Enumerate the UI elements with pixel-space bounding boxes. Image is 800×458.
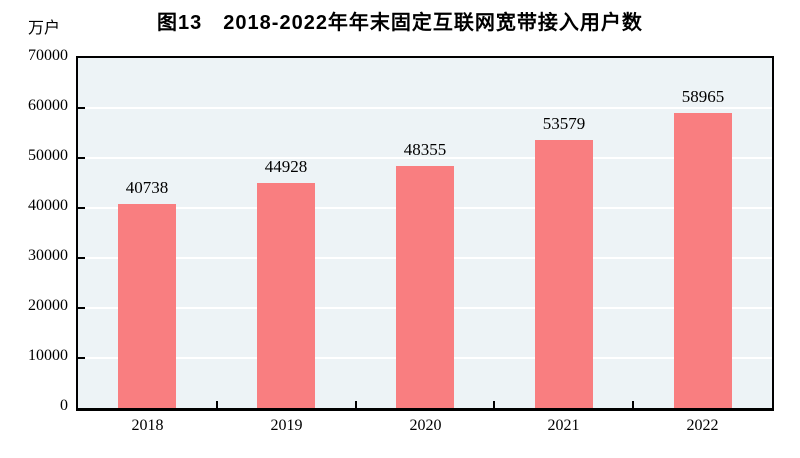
y-tick-label: 50000 <box>28 147 68 164</box>
y-tick-label: 10000 <box>28 347 68 364</box>
y-axis-tick <box>78 107 85 109</box>
x-tick-label-2020: 2020 <box>409 417 442 434</box>
bar-value-label: 58965 <box>681 87 725 106</box>
y-axis-tick <box>78 357 85 359</box>
bar-value-label: 53579 <box>542 114 586 133</box>
x-tick-label-2018: 2018 <box>131 417 164 434</box>
y-tick-label: 20000 <box>28 297 68 314</box>
gridline <box>78 157 772 159</box>
x-tick-label-2022: 2022 <box>686 417 719 434</box>
x-tick-label-2021: 2021 <box>547 417 580 434</box>
y-axis-unit-label: 万户 <box>28 20 61 37</box>
y-tick-label: 30000 <box>28 247 68 264</box>
x-tick-label-2019: 2019 <box>270 417 303 434</box>
bar-2019 <box>257 183 315 408</box>
y-tick-label: 70000 <box>28 47 68 64</box>
y-axis-tick <box>78 307 85 309</box>
gridline <box>78 107 772 109</box>
bar-value-label: 48355 <box>403 140 447 159</box>
y-tick-label: 40000 <box>28 197 68 214</box>
x-axis-tick <box>632 401 635 408</box>
bar-value-label: 40738 <box>125 178 169 197</box>
y-tick-label: 60000 <box>28 97 68 114</box>
bar-2021 <box>535 140 593 408</box>
x-axis-tick <box>493 401 496 408</box>
x-axis-tick <box>354 401 357 408</box>
x-axis-tick <box>215 401 218 408</box>
y-axis-tick <box>78 207 85 209</box>
y-axis-tick <box>78 257 85 259</box>
bar-2020 <box>396 166 454 408</box>
bar-value-label: 44928 <box>264 157 308 176</box>
bar-2018 <box>118 204 176 408</box>
bar-2022 <box>674 113 732 408</box>
chart-title: 图13 2018-2022年年末固定互联网宽带接入用户数 <box>157 12 643 34</box>
y-tick-label: 0 <box>60 397 68 414</box>
plot-area: 40738 44928 48355 53579 58965 <box>76 56 774 411</box>
y-axis-tick <box>78 157 85 159</box>
